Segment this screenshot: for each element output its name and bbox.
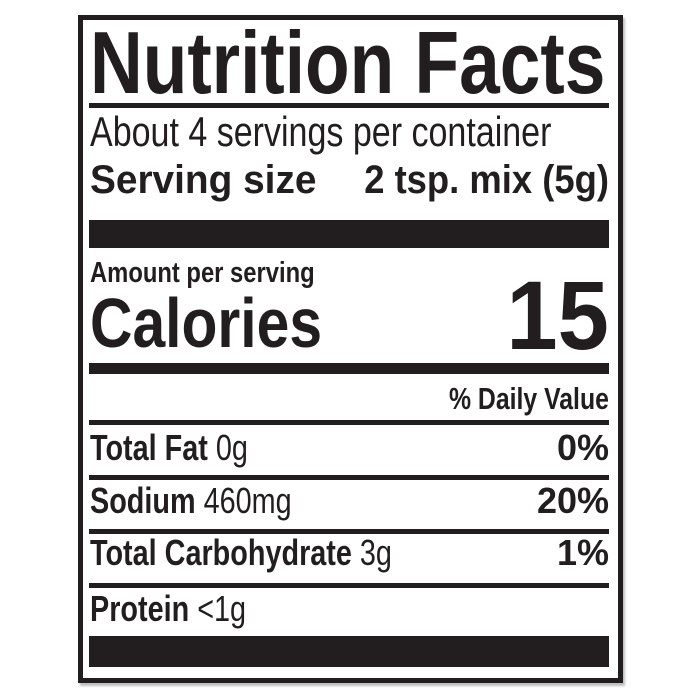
calories-label: Calories xyxy=(90,284,323,362)
nutrient-name: Total Carbohydrate xyxy=(90,532,352,573)
medium-divider-bar xyxy=(89,363,609,374)
nutrient-daily-value: 0% xyxy=(556,427,609,468)
nutrient-row-total-fat: Total Fat 0g 0% xyxy=(90,430,609,466)
nutrient-name: Sodium xyxy=(90,480,196,521)
nutrient-row-sodium: Sodium 460mg 20% xyxy=(90,483,609,519)
nutrition-facts-label: Nutrition Facts About 4 servings per con… xyxy=(78,15,623,683)
serving-size-value: 2 tsp. mix (5g) xyxy=(364,158,609,202)
serving-size-row: Serving size 2 tsp. mix (5g) xyxy=(90,160,609,200)
nutrient-name: Total Fat xyxy=(90,427,208,468)
thick-divider-bar xyxy=(89,220,609,248)
amount-per-serving-label: Amount per serving xyxy=(90,257,315,289)
nutrient-amount: 460mg xyxy=(203,480,292,521)
divider-rule xyxy=(89,529,609,534)
nutrient-name-amount: Protein <1g xyxy=(90,591,246,627)
nutrient-amount: 3g xyxy=(359,532,392,573)
calories-value: 15 xyxy=(506,261,609,370)
nutrient-name-amount: Total Fat 0g xyxy=(90,430,248,466)
nutrient-name-amount: Total Carbohydrate 3g xyxy=(90,535,392,571)
nutrient-amount: 0g xyxy=(215,427,248,468)
nutrition-facts-title: Nutrition Facts xyxy=(90,15,606,112)
divider-rule xyxy=(89,475,609,480)
nutrient-amount: <1g xyxy=(197,588,247,629)
divider-rule xyxy=(89,583,609,588)
nutrient-row-total-carbohydrate: Total Carbohydrate 3g 1% xyxy=(90,535,609,571)
divider-rule xyxy=(89,420,609,425)
serving-size-label: Serving size xyxy=(90,158,317,202)
bottom-bar xyxy=(89,636,609,667)
nutrient-daily-value: 1% xyxy=(556,532,609,573)
nutrient-daily-value: 20% xyxy=(536,480,609,521)
nutrient-name-amount: Sodium 460mg xyxy=(90,483,292,519)
nutrient-row-protein: Protein <1g xyxy=(90,591,609,627)
servings-per-container: About 4 servings per container xyxy=(90,108,552,155)
nutrient-name: Protein xyxy=(90,588,190,629)
daily-value-header: % Daily Value xyxy=(449,381,609,416)
title-divider-rule xyxy=(89,103,609,108)
